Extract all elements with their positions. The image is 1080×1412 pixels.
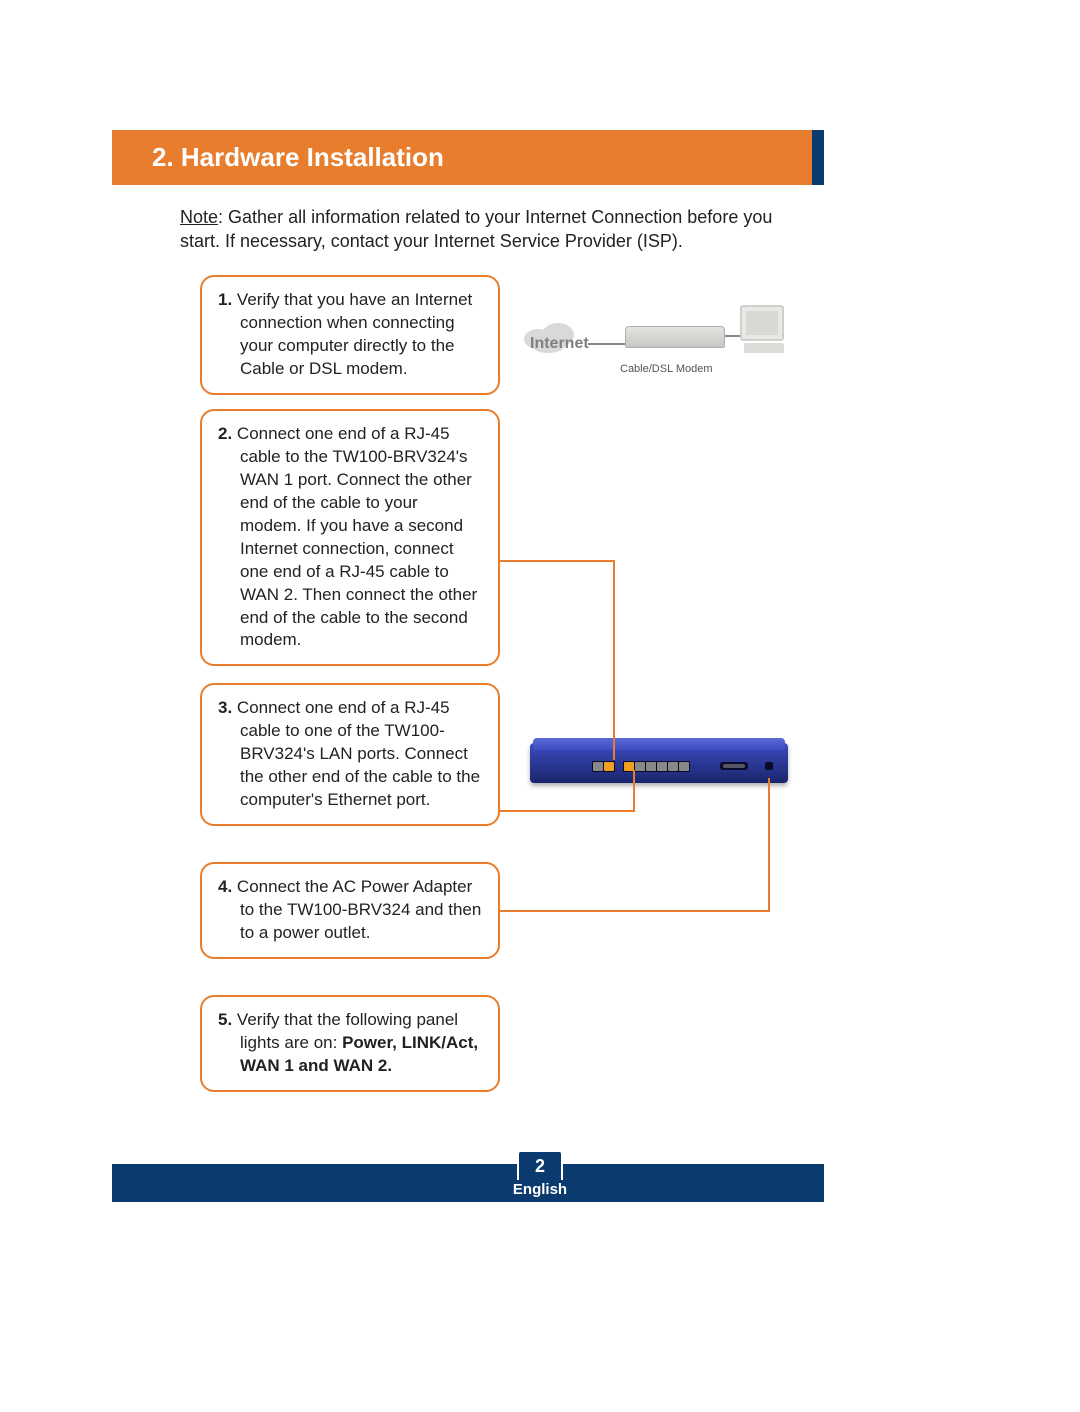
wan-ports <box>592 761 615 772</box>
step-1-box: 1. Verify that you have an Internet conn… <box>200 275 500 395</box>
router-device <box>530 738 788 788</box>
internet-label: Internet <box>530 335 589 353</box>
section-header: 2. Hardware Installation <box>112 130 812 185</box>
wire-modem-pc <box>725 335 741 337</box>
header-accent-bar <box>812 130 824 185</box>
wire-internet-modem <box>588 343 628 345</box>
footer-bar <box>112 1164 824 1202</box>
note-paragraph: Note: Gather all information related to … <box>180 205 790 254</box>
connector-step2-v <box>613 560 615 760</box>
page-number: 2 <box>535 1156 545 1177</box>
section-title: 2. Hardware Installation <box>152 142 444 173</box>
footer-language: English <box>513 1181 567 1198</box>
step-2-box: 2. Connect one end of a RJ-45 cable to t… <box>200 409 500 666</box>
connector-step2 <box>500 560 615 562</box>
connector-step4 <box>500 910 770 912</box>
internet-diagram: Internet Cable/DSL Modem <box>520 305 790 390</box>
power-port <box>765 762 773 770</box>
connector-step3-v <box>633 770 635 812</box>
step-3-text: 3. Connect one end of a RJ-45 cable to o… <box>218 697 482 812</box>
note-label: Note <box>180 207 218 227</box>
modem-icon <box>625 320 725 352</box>
step-2-text: 2. Connect one end of a RJ-45 cable to t… <box>218 423 482 652</box>
step-5-text: 5. Verify that the following panel light… <box>218 1009 482 1078</box>
serial-port <box>720 762 748 770</box>
step-4-box: 4. Connect the AC Power Adapter to the T… <box>200 862 500 959</box>
connector-step3 <box>500 810 635 812</box>
step-1-text: 1. Verify that you have an Internet conn… <box>218 289 482 381</box>
computer-icon <box>740 305 788 360</box>
step-4-text: 4. Connect the AC Power Adapter to the T… <box>218 876 482 945</box>
router-ports <box>592 761 690 772</box>
modem-caption: Cable/DSL Modem <box>620 363 713 375</box>
page-number-badge: 2 <box>517 1150 563 1180</box>
connector-step4-v <box>768 778 770 912</box>
note-body: : Gather all information related to your… <box>180 207 772 251</box>
step-3-box: 3. Connect one end of a RJ-45 cable to o… <box>200 683 500 826</box>
step-5-box: 5. Verify that the following panel light… <box>200 995 500 1092</box>
